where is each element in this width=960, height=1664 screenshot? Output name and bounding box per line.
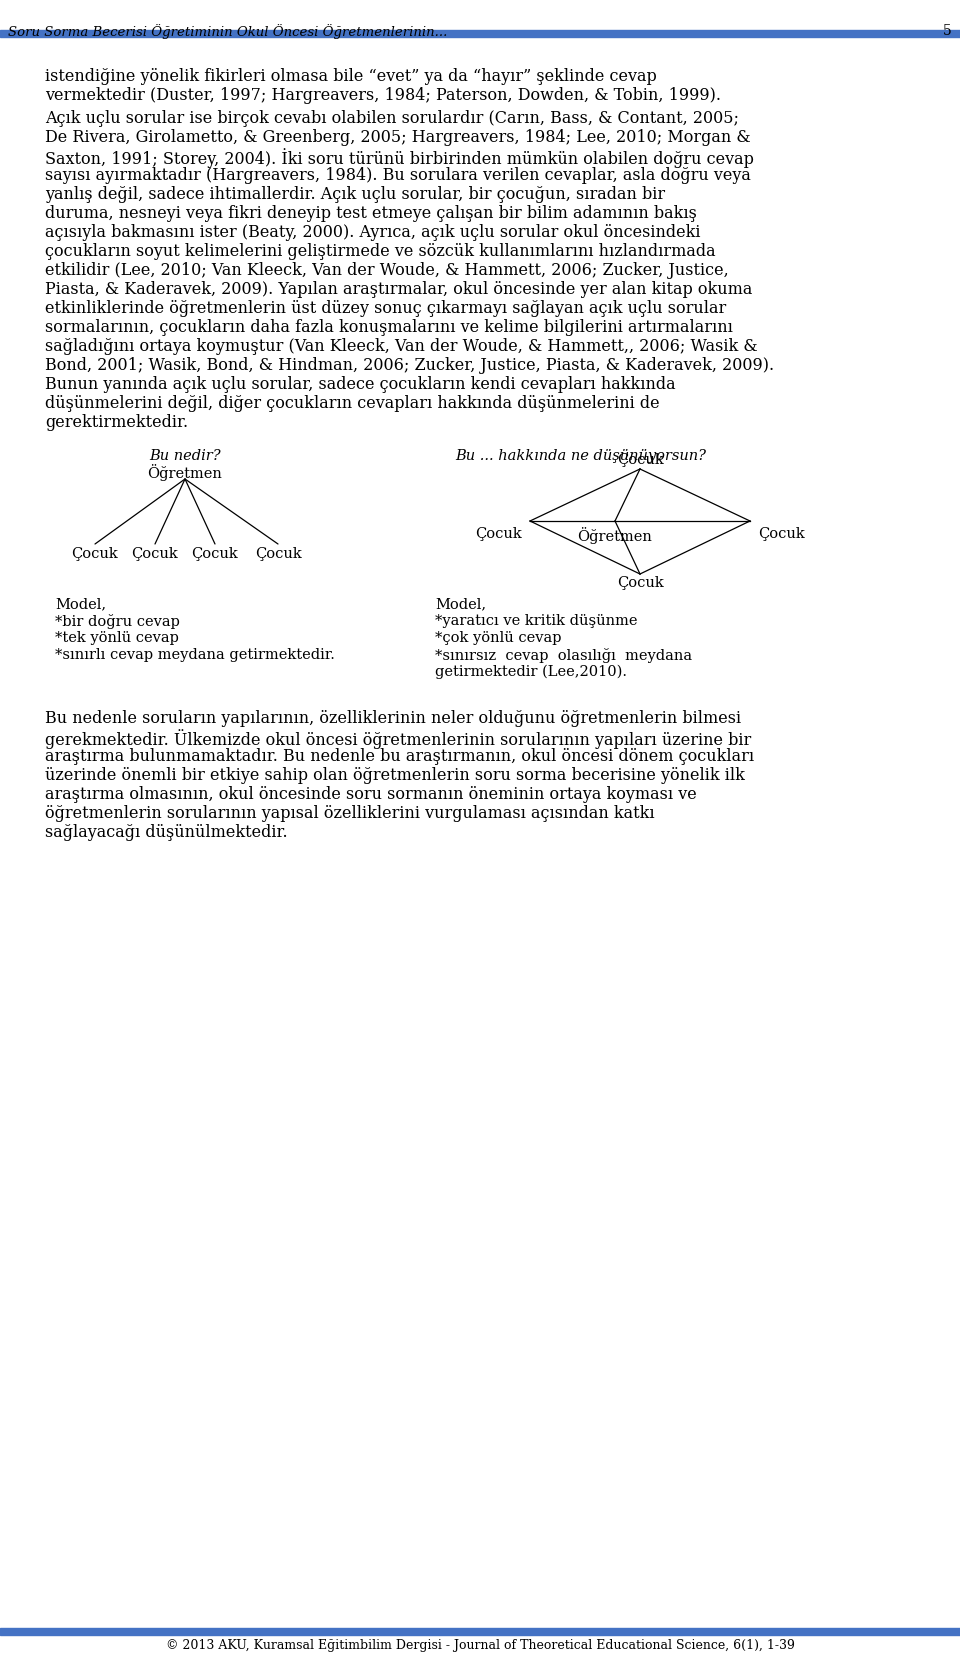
Text: 5: 5 <box>944 23 952 38</box>
Text: Saxton, 1991; Storey, 2004). İki soru türünü birbirinden mümkün olabilen doğru c: Saxton, 1991; Storey, 2004). İki soru tü… <box>45 148 754 168</box>
Text: *tek yönlü cevap: *tek yönlü cevap <box>55 631 179 646</box>
Text: Çocuk: Çocuk <box>132 547 179 561</box>
Text: çocukların soyut kelimelerini geliştirmede ve sözcük kullanımlarını hızlandırmad: çocukların soyut kelimelerini geliştirme… <box>45 243 715 260</box>
Text: Çocuk: Çocuk <box>192 547 238 561</box>
Text: Çocuk: Çocuk <box>758 527 804 541</box>
Text: Soru Sorma Becerisi Öğretiminin Okul Öncesi Öğretmenlerinin...: Soru Sorma Becerisi Öğretiminin Okul Önc… <box>8 23 447 38</box>
Text: düşünmelerini değil, diğer çocukların cevapları hakkında düşünmelerini de: düşünmelerini değil, diğer çocukların ce… <box>45 394 660 413</box>
Text: gerekmektedir. Ülkemizde okul öncesi öğretmenlerinin sorularının yapıları üzerin: gerekmektedir. Ülkemizde okul öncesi öğr… <box>45 729 752 749</box>
Text: sağlayacağı düşünülmektedir.: sağlayacağı düşünülmektedir. <box>45 824 288 840</box>
Text: Piasta, & Kaderavek, 2009). Yapılan araştırmalar, okul öncesinde yer alan kitap : Piasta, & Kaderavek, 2009). Yapılan araş… <box>45 281 753 298</box>
Text: getirmektedir (Lee,2010).: getirmektedir (Lee,2010). <box>435 666 627 679</box>
Text: duruma, nesneyi veya fikri deneyip test etmeye çalışan bir bilim adamının bakış: duruma, nesneyi veya fikri deneyip test … <box>45 205 697 221</box>
Text: vermektedir (Duster, 1997; Hargreavers, 1984; Paterson, Dowden, & Tobin, 1999).: vermektedir (Duster, 1997; Hargreavers, … <box>45 87 721 103</box>
Text: istendiğine yönelik fikirleri olmasa bile “evet” ya da “hayır” şeklinde cevap: istendiğine yönelik fikirleri olmasa bil… <box>45 68 657 85</box>
Text: araştırma bulunmamaktadır. Bu nedenle bu araştırmanın, okul öncesi dönem çocukla: araştırma bulunmamaktadır. Bu nedenle bu… <box>45 749 755 765</box>
Text: Bunun yanında açık uçlu sorular, sadece çocukların kendi cevapları hakkında: Bunun yanında açık uçlu sorular, sadece … <box>45 376 676 393</box>
Text: Çocuk: Çocuk <box>616 453 663 468</box>
Bar <box>0 1627 960 1636</box>
Text: etkinliklerinde öğretmenlerin üst düzey sonuç çıkarmayı sağlayan açık uçlu sorul: etkinliklerinde öğretmenlerin üst düzey … <box>45 300 727 318</box>
Text: Bu ... hakkında ne düşünüyorsun?: Bu ... hakkında ne düşünüyorsun? <box>455 449 706 463</box>
Text: Açık uçlu sorular ise birçok cevabı olabilen sorulardır (Carın, Bass, & Contant,: Açık uçlu sorular ise birçok cevabı olab… <box>45 110 739 126</box>
Text: *sınırsız  cevap  olasılığı  meydana: *sınırsız cevap olasılığı meydana <box>435 647 692 662</box>
Text: sağladığını ortaya koymuştur (Van Kleeck, Van der Woude, & Hammett,, 2006; Wasik: sağladığını ortaya koymuştur (Van Kleeck… <box>45 338 757 354</box>
Text: araştırma olmasının, okul öncesinde soru sormanın öneminin ortaya koyması ve: araştırma olmasının, okul öncesinde soru… <box>45 785 697 804</box>
Text: sormalarının, çocukların daha fazla konuşmalarını ve kelime bilgilerini artırmal: sormalarının, çocukların daha fazla konu… <box>45 319 732 336</box>
Text: üzerinde önemli bir etkiye sahip olan öğretmenlerin soru sorma becerisine yöneli: üzerinde önemli bir etkiye sahip olan öğ… <box>45 767 745 784</box>
Text: Model,: Model, <box>435 597 486 611</box>
Text: Çocuk: Çocuk <box>254 547 301 561</box>
Text: De Rivera, Girolametto, & Greenberg, 2005; Hargreavers, 1984; Lee, 2010; Morgan : De Rivera, Girolametto, & Greenberg, 200… <box>45 130 751 146</box>
Text: Öğretmen: Öğretmen <box>578 527 653 544</box>
Text: yanlış değil, sadece ihtimallerdir. Açık uçlu sorular, bir çocuğun, sıradan bir: yanlış değil, sadece ihtimallerdir. Açık… <box>45 186 665 203</box>
Text: açısıyla bakmasını ister (Beaty, 2000). Ayrıca, açık uçlu sorular okul öncesinde: açısıyla bakmasını ister (Beaty, 2000). … <box>45 225 701 241</box>
Text: Öğretmen: Öğretmen <box>148 464 223 481</box>
Text: gerektirmektedir.: gerektirmektedir. <box>45 414 188 431</box>
Text: *çok yönlü cevap: *çok yönlü cevap <box>435 631 562 646</box>
Text: Bu nedenle soruların yapılarının, özelliklerinin neler olduğunu öğretmenlerin bi: Bu nedenle soruların yapılarının, özelli… <box>45 711 741 727</box>
Text: Çocuk: Çocuk <box>475 527 522 541</box>
Text: etkilidir (Lee, 2010; Van Kleeck, Van der Woude, & Hammett, 2006; Zucker, Justic: etkilidir (Lee, 2010; Van Kleeck, Van de… <box>45 261 729 280</box>
Bar <box>0 30 960 37</box>
Text: *sınırlı cevap meydana getirmektedir.: *sınırlı cevap meydana getirmektedir. <box>55 647 335 662</box>
Text: Bond, 2001; Wasik, Bond, & Hindman, 2006; Zucker, Justice, Piasta, & Kaderavek, : Bond, 2001; Wasik, Bond, & Hindman, 2006… <box>45 358 774 374</box>
Text: *bir doğru cevap: *bir doğru cevap <box>55 614 180 629</box>
Text: Bu nedir?: Bu nedir? <box>149 449 221 463</box>
Text: Model,: Model, <box>55 597 107 611</box>
Text: sayısı ayırmaktadır (Hargreavers, 1984). Bu sorulara verilen cevaplar, asla doğr: sayısı ayırmaktadır (Hargreavers, 1984).… <box>45 166 751 185</box>
Text: öğretmenlerin sorularının yapısal özelliklerini vurgulaması açısından katkı: öğretmenlerin sorularının yapısal özelli… <box>45 805 655 822</box>
Text: Çocuk: Çocuk <box>616 576 663 591</box>
Text: Çocuk: Çocuk <box>72 547 118 561</box>
Text: *yaratıcı ve kritik düşünme: *yaratıcı ve kritik düşünme <box>435 614 637 627</box>
Text: © 2013 AKU, Kuramsal Eğitimbilim Dergisi - Journal of Theoretical Educational Sc: © 2013 AKU, Kuramsal Eğitimbilim Dergisi… <box>165 1639 795 1652</box>
